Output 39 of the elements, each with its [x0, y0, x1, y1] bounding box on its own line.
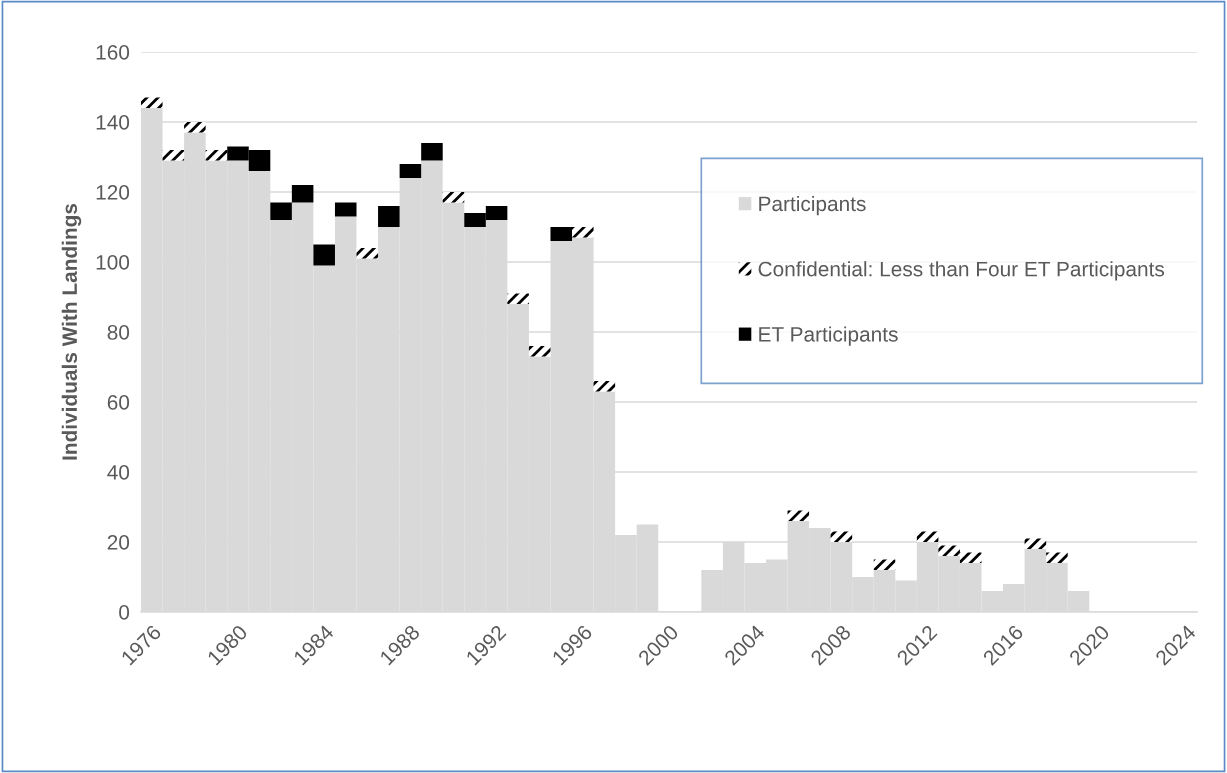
- y-tick-label: 20: [107, 535, 130, 550]
- bar: [938, 545, 960, 556]
- y-tick-label: 40: [107, 465, 130, 480]
- bar: [270, 202, 292, 220]
- legend-label: ET Participants: [759, 326, 898, 346]
- y-axis-title: Individuals With Landings: [61, 203, 82, 460]
- y-tick-label: 0: [119, 605, 130, 620]
- bar: [572, 227, 594, 238]
- y-tick-label: 140: [96, 115, 130, 130]
- bar: [442, 192, 465, 203]
- bar: [378, 206, 400, 227]
- bar: [162, 150, 185, 161]
- bar: [1024, 538, 1047, 549]
- bar: [528, 346, 551, 357]
- bar: [399, 164, 422, 178]
- bar: [830, 531, 853, 542]
- bar: [184, 122, 206, 133]
- bar: [787, 510, 810, 521]
- bar: [593, 381, 616, 392]
- bar: [550, 227, 573, 241]
- bar: [1046, 552, 1068, 563]
- y-tick-label: 80: [107, 325, 130, 340]
- y-tick-label: 100: [96, 255, 130, 270]
- y-tick-label: 60: [107, 395, 130, 410]
- y-tick-label: 120: [96, 185, 130, 200]
- bar: [334, 202, 357, 217]
- bar: [873, 559, 896, 570]
- bar: [291, 185, 314, 203]
- bar: [959, 552, 982, 563]
- bar: [205, 150, 228, 161]
- bar: [356, 248, 379, 259]
- y-tick-label: 160: [96, 45, 130, 60]
- bar: [313, 244, 335, 266]
- bar: [141, 97, 163, 108]
- bar: [916, 531, 939, 542]
- legend-label: Confidential: Less than Four ET Participants: [758, 261, 1165, 281]
- bar: [507, 293, 529, 304]
- bar: [421, 143, 443, 161]
- legend-label: Participants: [759, 195, 866, 216]
